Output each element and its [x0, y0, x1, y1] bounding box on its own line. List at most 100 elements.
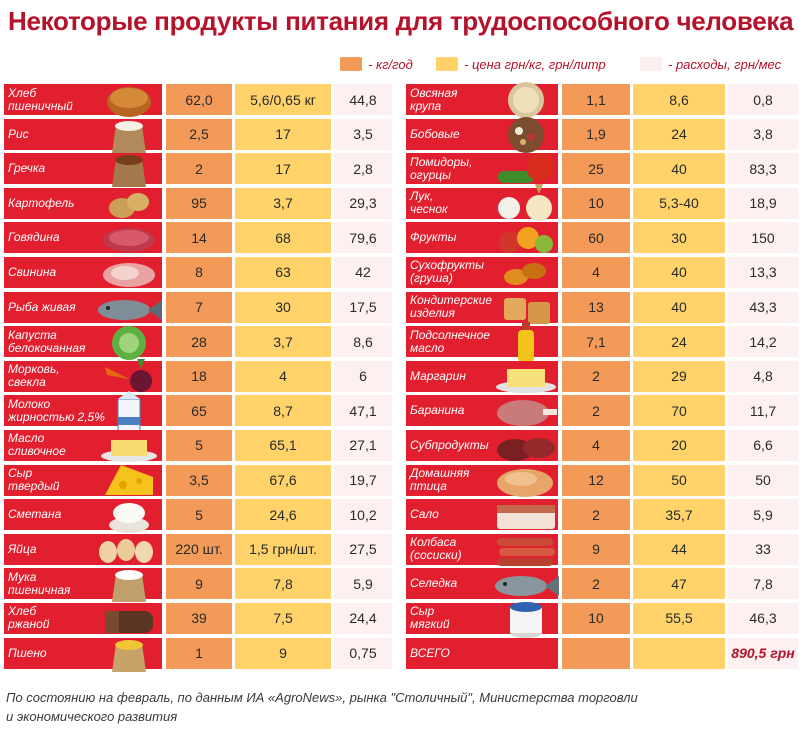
kg-per-year-value: 8 — [166, 256, 232, 288]
product-name: Пшено — [8, 645, 47, 660]
offal-icon — [490, 426, 562, 466]
monthly-cost-value: 13,3 — [728, 256, 798, 288]
product-name: Бобовые — [410, 126, 460, 141]
fish-icon — [94, 288, 164, 328]
price-value: 35,7 — [633, 499, 725, 531]
price-value: 55,5 — [633, 602, 725, 634]
price-value: 29 — [633, 360, 725, 392]
monthly-cost-value: 33 — [728, 533, 798, 565]
carrot-beet-icon — [94, 357, 164, 397]
kg-per-year-value: 1,1 — [562, 84, 630, 115]
product-name: Капуста белокочанная — [8, 327, 86, 355]
monthly-cost-value: 0,75 — [334, 637, 392, 669]
monthly-cost-value: 3,5 — [334, 118, 392, 150]
product-name: Сыр мягкий — [410, 604, 450, 632]
eggs-icon — [94, 530, 164, 570]
lard-icon — [490, 495, 562, 535]
product-name: Рис — [8, 126, 29, 141]
monthly-cost-value: 4,8 — [728, 360, 798, 392]
price-value: 20 — [633, 429, 725, 461]
beans-bowl-icon — [490, 115, 562, 155]
kg-per-year-value: 4 — [562, 256, 630, 288]
kg-per-year-value: 5 — [166, 429, 232, 461]
flour-sack-icon — [94, 564, 164, 604]
price-value: 40 — [633, 256, 725, 288]
kg-per-year-value: 2 — [562, 395, 630, 427]
monthly-cost-value: 17,5 — [334, 291, 392, 323]
butter-icon — [94, 426, 164, 466]
beef-icon — [94, 218, 164, 258]
monthly-cost-value: 2,8 — [334, 153, 392, 185]
monthly-cost-value: 18,9 — [728, 187, 798, 219]
kg-per-year-value: 10 — [562, 187, 630, 219]
monthly-cost-value: 8,6 — [334, 326, 392, 358]
price-value: 30 — [633, 222, 725, 254]
monthly-cost-value: 10,2 — [334, 499, 392, 531]
margarine-icon — [490, 357, 562, 397]
monthly-cost-value: 50 — [728, 464, 798, 496]
monthly-cost-value: 83,3 — [728, 153, 798, 185]
bread-loaf-icon — [94, 80, 164, 120]
kg-per-year-value — [562, 637, 630, 669]
price-value: 40 — [633, 291, 725, 323]
monthly-cost-value: 29,3 — [334, 187, 392, 219]
price-value: 5,3-40 — [633, 187, 725, 219]
price-value: 7,8 — [235, 568, 331, 600]
price-value: 30 — [235, 291, 331, 323]
price-value: 7,5 — [235, 602, 331, 634]
product-name: Сало — [410, 507, 439, 522]
cabbage-icon — [94, 322, 164, 362]
kg-per-year-value: 10 — [562, 602, 630, 634]
fruits-icon — [490, 218, 562, 258]
price-value: 24 — [633, 326, 725, 358]
product-name-cell: Яйца — [4, 533, 162, 565]
product-name: Сыр твердый — [8, 466, 60, 494]
kg-per-year-value: 1 — [166, 637, 232, 669]
millet-sack-icon — [94, 634, 164, 674]
legend-swatch-cost — [640, 57, 662, 71]
kg-per-year-value: 95 — [166, 187, 232, 219]
legend-swatch-kg — [340, 57, 362, 71]
product-name: Селедка — [410, 576, 458, 591]
tomato-cucumber-icon — [490, 149, 562, 189]
price-value: 40 — [633, 153, 725, 185]
kg-per-year-value: 18 — [166, 360, 232, 392]
monthly-cost-value: 19,7 — [334, 464, 392, 496]
rice-sack-icon — [94, 115, 164, 155]
product-name: Хлеб ржаной — [8, 604, 50, 632]
product-name: Фрукты — [410, 230, 457, 245]
kg-per-year-value: 7 — [166, 291, 232, 323]
product-name: Колбаса (сосиски) — [410, 535, 462, 563]
monthly-cost-value: 42 — [334, 256, 392, 288]
price-value: 17 — [235, 118, 331, 150]
kg-per-year-value: 65 — [166, 395, 232, 427]
kg-per-year-value: 5 — [166, 499, 232, 531]
product-name: Свинина — [8, 264, 57, 279]
kg-per-year-value: 14 — [166, 222, 232, 254]
product-name: Картофель — [8, 195, 75, 210]
kg-per-year-value: 12 — [562, 464, 630, 496]
monthly-cost-value: 43,3 — [728, 291, 798, 323]
cheese-icon — [94, 461, 164, 501]
product-name: Домашняя птица — [410, 466, 470, 494]
product-name: ВСЕГО — [410, 645, 450, 660]
legend-label-cost: - расходы, грн/мес — [668, 56, 782, 72]
product-name: Субпродукты — [410, 437, 489, 452]
price-value: 50 — [633, 464, 725, 496]
oil-bottle-icon — [490, 322, 562, 363]
monthly-cost-value: 27,1 — [334, 429, 392, 461]
product-name: Морковь, свекла — [8, 362, 60, 390]
monthly-cost-value: 150 — [728, 222, 798, 254]
lamb-meat-icon — [490, 391, 562, 431]
kg-per-year-value: 9 — [562, 533, 630, 565]
oats-bowl-icon — [490, 80, 562, 120]
monthly-cost-value: 3,8 — [728, 118, 798, 150]
monthly-cost-value: 14,2 — [728, 326, 798, 358]
price-value: 24 — [633, 118, 725, 150]
legend-swatch-price — [436, 57, 458, 71]
product-name: Кондитерские изделия — [410, 293, 493, 321]
dried-fruit-icon — [490, 253, 562, 293]
pork-icon — [94, 253, 164, 293]
kg-per-year-value: 7,1 — [562, 326, 630, 358]
product-name: Подсолнечное масло — [410, 327, 490, 355]
